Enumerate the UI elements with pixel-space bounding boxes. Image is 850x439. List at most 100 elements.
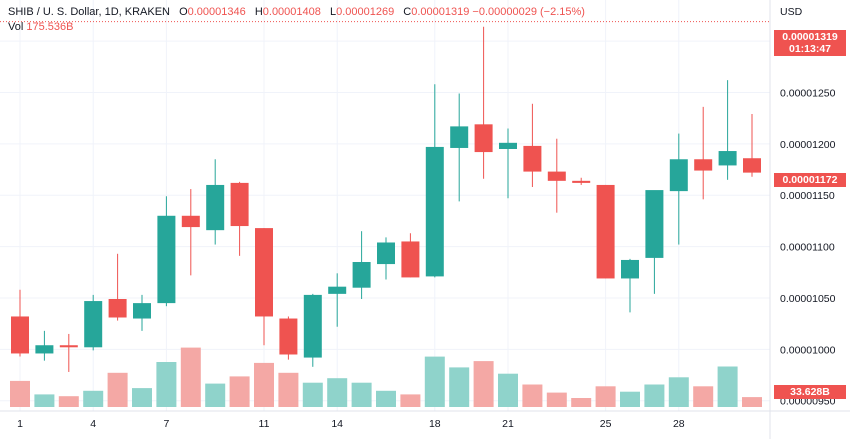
volume-bar [107, 372, 128, 407]
currency-label: USD [780, 6, 803, 18]
last-candle-price-value: 0.00001172 [782, 174, 838, 186]
price-tick-label: 0.00001250 [780, 87, 836, 99]
close-label: C [403, 6, 412, 18]
date-tick-label: 21 [502, 418, 514, 430]
candle-body [181, 215, 200, 228]
date-tick-label: 1 [17, 418, 23, 430]
candle-body [133, 303, 151, 319]
candle-body [523, 145, 542, 172]
volume-bar [34, 394, 55, 407]
volume-bar [620, 391, 640, 407]
volume-bar [522, 384, 543, 407]
volume-bar [595, 386, 616, 407]
volume-bar [742, 397, 762, 407]
volume-bar [278, 372, 299, 407]
candle-body [401, 241, 420, 278]
candle-body [645, 190, 664, 258]
close-value: 0.00001319 [411, 6, 470, 18]
price-tick-label: 0.00001050 [780, 293, 836, 305]
volume-bars [10, 347, 762, 407]
volume-bar [571, 398, 592, 407]
symbol-label: SHIB / U. S. Dollar, 1D, KRAKEN [8, 6, 170, 18]
time-axis-labels: 1 4 7 11 14 18 21 25 28 [17, 418, 685, 430]
date-tick-label: 7 [163, 418, 169, 430]
candle-body [108, 299, 127, 318]
volume-label: Vol [8, 21, 24, 33]
volume-bar [693, 386, 714, 407]
date-tick-label: 11 [259, 418, 270, 430]
volume-legend: Vol 175.536B [8, 21, 73, 33]
candle-body [474, 124, 493, 153]
price-tick-label: 0.00001200 [780, 139, 836, 151]
volume-bar [327, 378, 348, 407]
candle-wicks [19, 26, 753, 372]
volume-bar [205, 383, 226, 407]
volume-bar [717, 366, 738, 407]
low-value: 0.00001269 [336, 6, 395, 18]
volume-bar [668, 377, 689, 407]
volume-bar [400, 394, 421, 407]
candle-body [669, 159, 688, 192]
volume-bar [424, 356, 445, 407]
candle-body [11, 316, 29, 354]
price-tick-label: 0.00001150 [780, 190, 835, 202]
candle-body [743, 158, 761, 173]
high-value: 0.00001408 [262, 6, 321, 18]
volume-bar [449, 367, 470, 407]
high-label: H [254, 6, 263, 18]
volume-tag: 33.628B [774, 385, 846, 399]
current-price-tag: 0.00001319 01:13:47 [774, 30, 846, 56]
candle-body [425, 146, 444, 277]
volume-bar [302, 382, 323, 407]
price-axis-labels: 0.000013000.000012500.000012000.00001150… [780, 36, 836, 408]
volume-bar [473, 361, 494, 407]
candle-body [450, 126, 469, 148]
last-candle-price-tag: 0.00001172 [774, 173, 846, 187]
volume-bar [156, 362, 177, 407]
candle-body [84, 301, 103, 348]
open-value: 0.00001346 [187, 6, 246, 18]
volume-bar [10, 380, 30, 407]
volume-bar [376, 390, 396, 407]
date-tick-label: 25 [600, 418, 612, 430]
volume-bar [58, 396, 79, 407]
volume-tag-value: 33.628B [790, 386, 830, 398]
volume-bar [546, 392, 567, 407]
candle-body [59, 345, 78, 348]
ohlc-legend: SHIB / U. S. Dollar, 1D, KRAKEN O0.00001… [8, 6, 585, 18]
candle-body [230, 182, 249, 227]
volume-bar [254, 362, 274, 407]
current-price-value: 0.00001319 [782, 31, 838, 43]
low-label: L [329, 6, 337, 18]
price-tick-label: 0.00001000 [780, 344, 836, 356]
candle-body [352, 262, 371, 288]
candle-body [157, 215, 176, 304]
candle-body [621, 259, 639, 279]
volume-bar [644, 384, 665, 407]
date-tick-label: 4 [90, 418, 96, 430]
candle-body [694, 159, 713, 171]
candle-body [328, 286, 347, 294]
volume-bar [498, 373, 518, 407]
volume-bar [83, 390, 104, 407]
candle-body [279, 318, 298, 355]
candle-body [255, 228, 273, 317]
date-tick-label: 28 [673, 418, 685, 430]
change-value: −0.00000029 (−2.15%) [472, 6, 585, 18]
date-tick-label: 18 [429, 418, 441, 430]
candle-bodies [11, 124, 761, 358]
volume-bar [132, 388, 152, 407]
open-label: O [179, 6, 188, 18]
price-tick-label: 0.00001100 [780, 242, 835, 254]
candle-body [303, 294, 322, 358]
candle-body [377, 242, 395, 265]
date-tick-label: 14 [331, 418, 343, 430]
volume-bar [229, 376, 250, 407]
volume-bar [351, 382, 372, 407]
candle-body [547, 171, 566, 181]
bar-countdown: 01:13:47 [788, 43, 832, 55]
volume-bar [180, 347, 201, 407]
candle-body [206, 184, 225, 231]
candle-body [499, 142, 517, 149]
